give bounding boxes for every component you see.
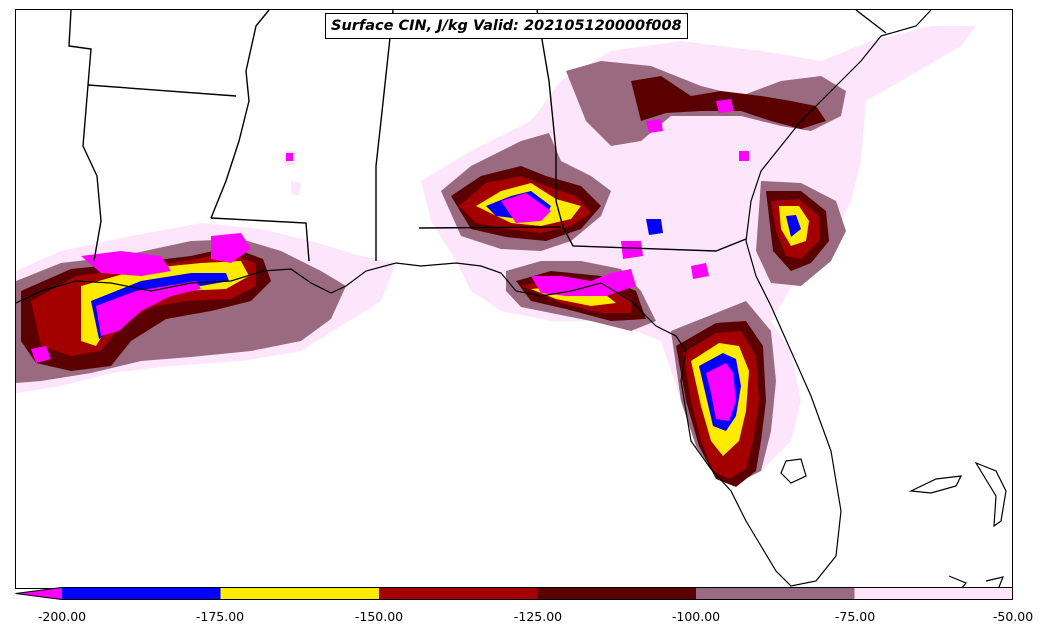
colorbar-bin	[220, 587, 380, 600]
cin-level-magenta	[31, 99, 749, 421]
colorbar-tick-label: -200.00	[37, 609, 87, 624]
state-boundaries	[68, 10, 887, 262]
colorbar-tick-label: -125.00	[513, 609, 563, 624]
colorbar-bin	[62, 587, 221, 600]
colorbar-bin	[696, 587, 855, 600]
cin-map	[16, 10, 1007, 588]
colorbar-tick-label: -50.00	[992, 609, 1034, 624]
colorbar-bin	[537, 587, 697, 600]
colorbar-bin	[379, 587, 538, 600]
colorbar-tick-label: -75.00	[834, 609, 876, 624]
colorbar-outline	[15, 587, 1013, 600]
map-panel	[15, 9, 1013, 589]
map-title: Surface CIN, J/kg Valid: 202105120000f00…	[325, 13, 688, 39]
colorbar	[15, 587, 1013, 600]
colorbar-tick-label: -150.00	[354, 609, 404, 624]
colorbar-tick-label: -175.00	[195, 609, 245, 624]
colorbar-bin	[15, 587, 62, 600]
colorbar-tick-label: -100.00	[671, 609, 721, 624]
colorbar-bin	[854, 587, 1013, 600]
